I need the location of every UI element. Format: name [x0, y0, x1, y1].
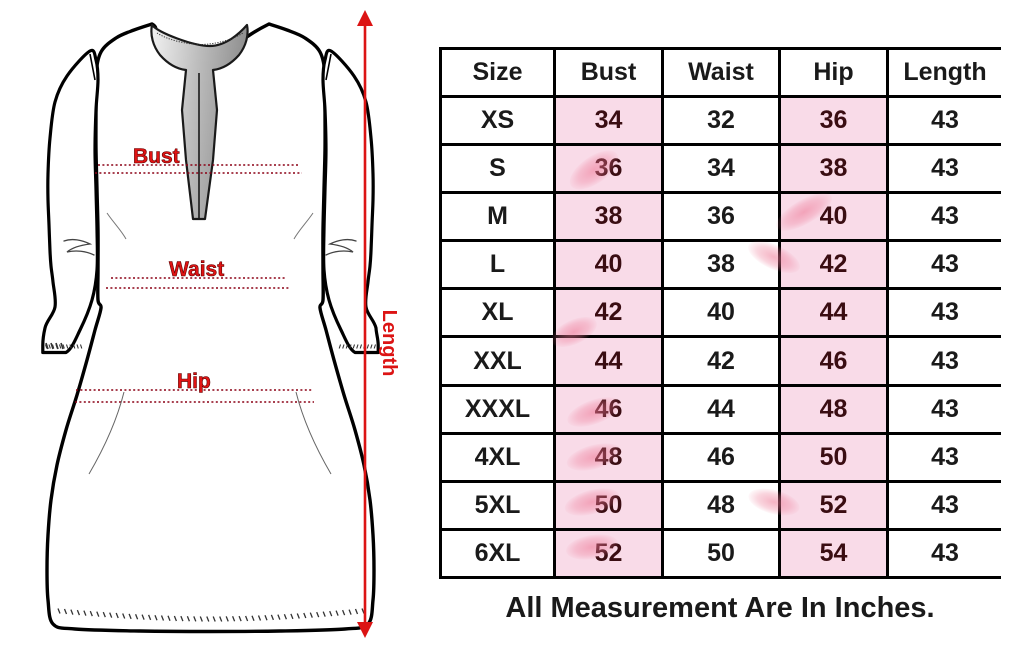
svg-text:Hip: Hip: [177, 370, 211, 393]
svg-text:Waist: Waist: [169, 258, 224, 281]
svg-text:Bust: Bust: [133, 145, 180, 168]
svg-text:Length: Length: [378, 310, 400, 377]
